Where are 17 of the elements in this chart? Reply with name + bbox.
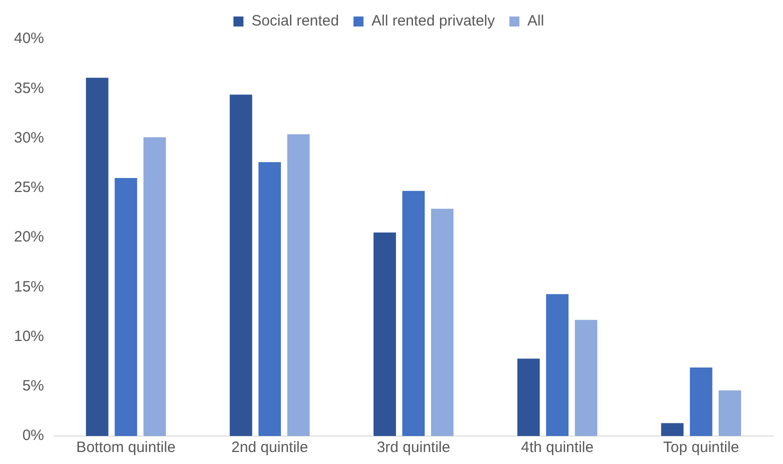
y-tick-label: 30% (14, 129, 44, 146)
x-tick-label: 3rd quintile (376, 439, 450, 456)
x-tick-label: Bottom quintile (76, 439, 176, 456)
y-tick-label: 40% (14, 30, 44, 48)
x-tick-label: 2nd quintile (231, 439, 308, 456)
y-tick-label: 25% (14, 179, 44, 196)
legend-label: All (527, 12, 544, 30)
legend-label: All rented privately (371, 12, 496, 30)
y-tick-label: 10% (14, 328, 44, 345)
y-tick-label: 15% (14, 278, 44, 296)
y-tick-label: 35% (14, 80, 44, 97)
y-tick-label: 5% (22, 378, 44, 395)
x-tick-label: 4th quintile (521, 439, 594, 456)
legend-label: Social rented (251, 12, 340, 30)
y-tick-label: 0% (22, 427, 44, 444)
y-tick-label: 20% (14, 228, 44, 246)
x-tick-label: Top quintile (663, 439, 740, 456)
